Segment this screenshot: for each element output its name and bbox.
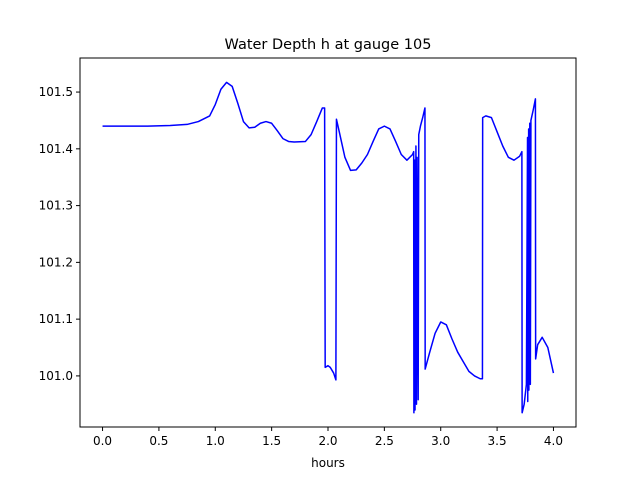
- x-axis-ticks: 0.0 0.5 1.0 1.5 2.0 2.5 3.0 3.5 4.0: [93, 427, 563, 448]
- y-tick-label: 101.3: [39, 199, 73, 213]
- x-tick-label: 1.5: [262, 434, 281, 448]
- y-tick-label: 101.0: [39, 369, 73, 383]
- y-tick-label: 101.4: [39, 142, 73, 156]
- x-tick-label: 4.0: [544, 434, 563, 448]
- y-tick-label: 101.1: [39, 312, 73, 326]
- series-line: [102, 81, 555, 414]
- x-tick-label: 3.5: [488, 434, 507, 448]
- x-tick-label: 0.0: [93, 434, 112, 448]
- y-axis-ticks: 101.0 101.1 101.2 101.3 101.4 101.5: [39, 85, 80, 383]
- x-tick-label: 2.0: [318, 434, 337, 448]
- x-tick-label: 2.5: [375, 434, 394, 448]
- y-tick-label: 101.2: [39, 255, 73, 269]
- x-tick-label: 1.0: [206, 434, 225, 448]
- plot-frame: [79, 57, 577, 428]
- x-tick-label: 0.5: [149, 434, 168, 448]
- y-tick-label: 101.5: [39, 85, 73, 99]
- x-axis-label: hours: [311, 456, 345, 470]
- x-tick-label: 3.0: [431, 434, 450, 448]
- chart-title: Water Depth h at gauge 105: [225, 37, 432, 53]
- series-layer: [102, 81, 555, 414]
